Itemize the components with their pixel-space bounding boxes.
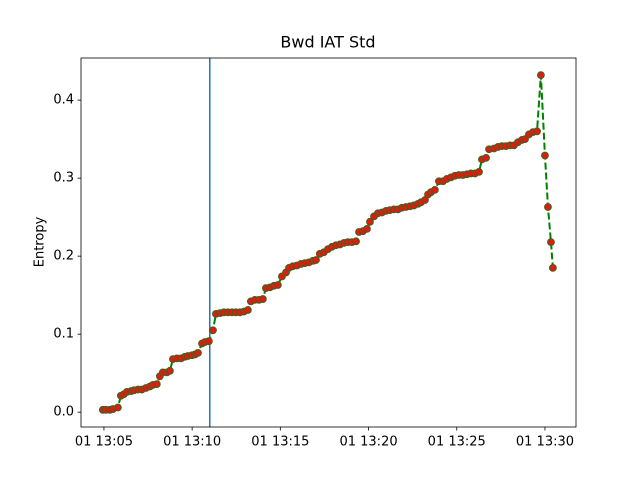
y-tick-label: 0.3 [53,171,74,186]
data-point [533,127,541,136]
data-point [482,153,490,162]
data-point [366,217,374,226]
data-point [113,403,122,412]
data-point [312,256,320,264]
data-point [547,238,555,247]
data-point [536,71,545,80]
data-point [258,295,267,303]
y-tick-label: 0.0 [53,405,74,420]
x-tick-label: 01 13:30 [516,435,574,450]
data-point [166,366,174,375]
data-point [541,151,549,160]
data-point [152,380,161,388]
x-tick-label: 01 13:15 [251,435,309,450]
y-tick-label: 0.4 [53,93,74,108]
data-point [273,281,282,289]
x-tick-label: 01 13:05 [75,435,133,450]
data-point [243,306,252,314]
data-point [194,348,202,357]
y-tick-label: 0.2 [53,249,74,264]
x-tick-label: 01 13:10 [163,435,221,450]
data-point [548,263,557,272]
data-point [544,203,552,211]
data-point [363,224,371,233]
data-point [352,237,360,246]
y-tick-label: 0.1 [53,327,74,342]
y-axis-label: Entropy [33,216,48,267]
chart-title: Bwd IAT Std [280,33,375,52]
x-tick-label: 01 13:20 [339,435,397,450]
data-point [204,337,213,346]
data-point [209,326,217,335]
data-point [430,185,439,194]
data-point [475,167,483,176]
x-tick-label: 01 13:25 [428,435,486,450]
axes-frame [80,57,577,428]
